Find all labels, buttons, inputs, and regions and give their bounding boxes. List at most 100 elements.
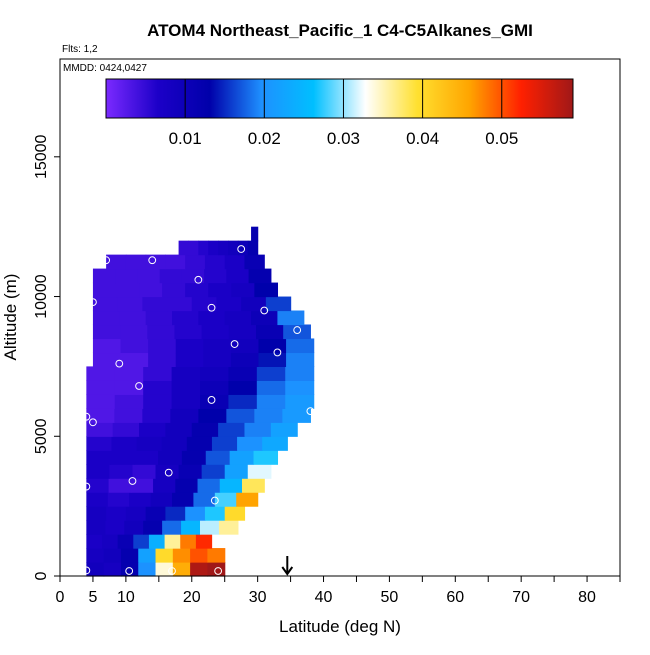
heat-cell — [230, 450, 254, 465]
heat-cell — [124, 520, 144, 535]
heat-cell — [248, 464, 272, 479]
y-axis: 0 5000 10000 15000 — [33, 134, 60, 580]
heat-cell — [202, 464, 226, 479]
heat-cell — [86, 492, 108, 507]
heat-cell — [254, 450, 278, 465]
heat-cell — [139, 283, 163, 298]
heat-cell — [111, 436, 137, 451]
x-tick-label: 30 — [249, 589, 267, 606]
heat-cell — [114, 408, 143, 423]
heat-cell — [109, 464, 133, 479]
heat-cell — [93, 311, 120, 326]
heat-cell — [105, 520, 125, 535]
heat-cell — [142, 408, 171, 423]
heat-cell — [176, 338, 204, 353]
heat-cell — [262, 436, 288, 451]
heat-cell — [93, 324, 121, 339]
heat-cell — [143, 380, 172, 395]
heat-cell — [286, 338, 314, 353]
heat-cell — [137, 269, 160, 284]
heat-cell — [192, 297, 217, 312]
heat-cell — [93, 338, 121, 353]
heat-cell — [225, 311, 252, 326]
heat-cell — [231, 352, 259, 367]
heat-cell — [104, 562, 122, 577]
heat-cell — [198, 478, 221, 493]
heat-cell — [170, 408, 199, 423]
x-tick-label: 70 — [512, 589, 530, 606]
heat-cell — [148, 338, 176, 353]
x-tick-label: 5 — [88, 589, 97, 606]
x-tick-label: 40 — [315, 589, 333, 606]
heat-cell — [206, 450, 230, 465]
heat-cell — [106, 506, 126, 521]
heat-cell — [188, 241, 198, 256]
heat-cell — [86, 450, 110, 465]
heat-cell — [120, 324, 148, 339]
heat-cell — [118, 297, 143, 312]
heat-cell — [285, 380, 314, 395]
heat-cell — [225, 506, 245, 521]
heat-cell — [86, 436, 112, 451]
heat-cell — [138, 548, 156, 563]
heat-cell — [192, 422, 219, 437]
heat-cell — [139, 422, 166, 437]
heat-cell — [251, 311, 278, 326]
heat-cell — [257, 394, 286, 409]
colorbar — [106, 79, 573, 118]
heat-cell — [204, 269, 227, 284]
heat-cell — [143, 394, 172, 409]
heat-cell — [93, 297, 118, 312]
heat-cell — [119, 311, 146, 326]
heat-cell — [251, 227, 258, 242]
heat-cell — [146, 255, 166, 270]
heat-cell — [110, 450, 134, 465]
heat-cell — [116, 283, 140, 298]
heat-cell — [237, 436, 263, 451]
heat-cell — [132, 464, 156, 479]
colorbar-tick-label: 0.04 — [406, 129, 439, 148]
heat-cell — [86, 548, 104, 563]
colorbar-tick-label: 0.05 — [485, 129, 518, 148]
heat-cell — [172, 394, 201, 409]
heat-cell — [149, 534, 165, 549]
heat-cell — [229, 324, 257, 339]
heat-cell — [133, 534, 149, 549]
heat-cell — [231, 283, 255, 298]
heat-cell — [172, 492, 194, 507]
heat-cell — [257, 366, 286, 381]
heat-cell — [104, 548, 122, 563]
heat-cell — [174, 324, 202, 339]
x-tick-label: 50 — [381, 589, 399, 606]
heat-cell — [115, 394, 144, 409]
heat-cell — [205, 506, 225, 521]
heat-cell — [165, 506, 185, 521]
heat-cell — [187, 436, 213, 451]
heat-cell — [226, 269, 249, 284]
heat-cell — [86, 380, 115, 395]
heat-cell — [180, 534, 196, 549]
colorbar-tick-label: 0.01 — [169, 129, 202, 148]
x-axis-title: Latitude (deg N) — [279, 617, 401, 636]
heat-cell — [203, 338, 231, 353]
heat-cell — [109, 478, 132, 493]
colorbar-tick-label: 0.03 — [327, 129, 360, 148]
heat-cell — [256, 324, 284, 339]
heat-cell — [244, 255, 264, 270]
heat-cell — [190, 562, 208, 577]
heat-cell — [113, 422, 140, 437]
heat-cell — [228, 394, 257, 409]
heat-cell — [181, 520, 201, 535]
x-tick-label: 0 — [56, 589, 65, 606]
heat-cell — [190, 548, 208, 563]
heat-cell — [225, 464, 249, 479]
chart-title: ATOM4 Northeast_Pacific_1 C4-C5Alkanes_G… — [147, 21, 533, 40]
heat-cell — [244, 422, 271, 437]
heat-cell — [266, 297, 291, 312]
heat-cell — [254, 283, 278, 298]
heat-cell — [208, 283, 232, 298]
heat-cell — [225, 255, 245, 270]
heat-cell — [148, 352, 176, 367]
heat-cell — [198, 241, 208, 256]
heat-cell — [241, 297, 266, 312]
